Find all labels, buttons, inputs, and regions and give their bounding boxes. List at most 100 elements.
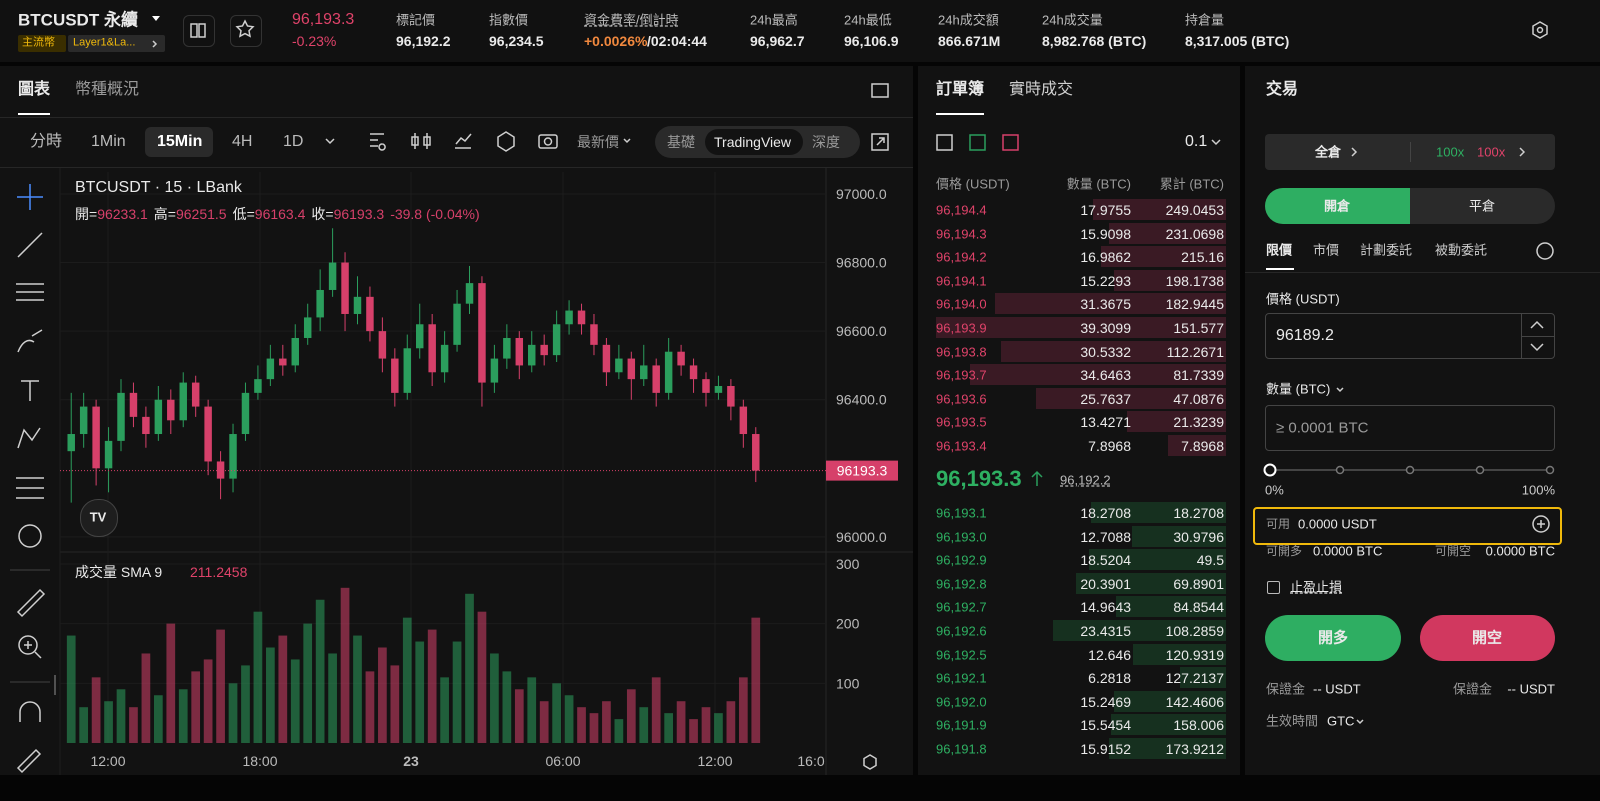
layout-both[interactable] (936, 134, 953, 151)
margin-mode[interactable]: 全倉 (1314, 144, 1342, 160)
indicator-icon[interactable] (370, 133, 386, 151)
price-type[interactable]: 最新價 (577, 134, 619, 150)
book-total: 142.4606 (1165, 693, 1224, 710)
depth-bar (1132, 525, 1226, 547)
book-price: 96,193.5 (936, 414, 987, 430)
tv-logo[interactable] (80, 499, 118, 537)
zoom-tool[interactable] (18, 635, 38, 655)
prediction-tool[interactable] (16, 477, 44, 499)
stat-extra: /02:04:44 (647, 33, 707, 49)
book-icon[interactable] (183, 15, 215, 47)
fib-tool[interactable] (16, 283, 44, 301)
chart-settings[interactable] (863, 754, 877, 770)
tab[interactable]: 訂單簿 (936, 81, 985, 98)
help-icon[interactable] (1536, 242, 1554, 260)
qty-placeholder[interactable]: ≥ 0.0001 BTC (1276, 419, 1369, 437)
interval[interactable]: 4H (232, 133, 253, 150)
layout-asks[interactable] (1002, 134, 1019, 151)
tag[interactable]: Layer1&La... (73, 36, 136, 49)
tpsl[interactable]: 止盈止損 (1290, 579, 1343, 595)
sell-label[interactable]: 開空 (1471, 629, 1503, 647)
book-total: 112.2671 (1166, 343, 1224, 360)
settings-icon[interactable] (497, 131, 515, 152)
depth-bar (994, 293, 1226, 315)
legend-label: 收= (311, 206, 334, 222)
side[interactable]: 平倉 (1468, 198, 1496, 214)
symbol[interactable]: BTCUSDT 永續 (18, 10, 138, 30)
order-type[interactable]: 市價 (1313, 242, 1340, 258)
checkbox[interactable] (1267, 581, 1280, 594)
layout-bids[interactable] (969, 134, 986, 151)
book-total: 198.1738 (1165, 272, 1224, 289)
candle-icon[interactable] (411, 133, 431, 149)
column-header: 累計 (BTC) (1159, 176, 1224, 192)
depth-bar (1035, 387, 1226, 409)
order-type[interactable]: 被動委託 (1435, 242, 1488, 258)
last-price: 96,193.3 (292, 11, 355, 28)
leverage-long[interactable]: 100x (1436, 144, 1465, 160)
view[interactable]: TradingView (714, 134, 792, 150)
qty-label[interactable]: 數量 (BTC) (1266, 381, 1331, 397)
buy-label[interactable]: 開多 (1317, 629, 1349, 647)
line-icon[interactable] (455, 133, 472, 149)
legend-value: 96251.5 (175, 206, 227, 222)
tool-divider (10, 569, 50, 683)
order-type[interactable]: 限價 (1266, 242, 1293, 258)
add-icon[interactable] (1532, 515, 1550, 533)
stat-value: 96,962.7 (750, 33, 805, 49)
sell-button[interactable] (1420, 615, 1555, 661)
tab[interactable]: 圖表 (18, 81, 51, 98)
side[interactable]: 開倉 (1323, 198, 1351, 214)
slider-min: 0% (1265, 482, 1284, 498)
buy-button[interactable] (1265, 615, 1401, 661)
chevrons (325, 138, 1221, 146)
stat-value: 96,106.9 (844, 33, 899, 49)
qty-input[interactable] (1265, 405, 1555, 451)
tif-value[interactable]: GTC (1327, 713, 1355, 729)
pencil-tool[interactable] (16, 748, 42, 774)
star-icon[interactable] (230, 15, 262, 47)
side-selected (1265, 188, 1410, 224)
chevrons (1336, 320, 1544, 725)
interval[interactable]: 1D (283, 133, 304, 150)
depth-bar (1179, 667, 1226, 689)
camera-icon[interactable] (538, 134, 558, 149)
tab[interactable]: 實時成交 (1009, 81, 1074, 98)
fullscreen-icon[interactable] (871, 133, 889, 151)
order-type[interactable]: 計劃委託 (1360, 242, 1413, 258)
ruler-tool[interactable] (16, 588, 46, 618)
interval[interactable]: 1Min (91, 133, 126, 150)
text-tool[interactable] (21, 380, 39, 401)
interval[interactable]: 分時 (30, 133, 63, 150)
view[interactable]: 基礎 (667, 134, 695, 150)
pattern-tool[interactable] (17, 427, 41, 449)
magnet-tool[interactable] (19, 701, 41, 722)
price-value[interactable]: 96189.2 (1276, 327, 1334, 344)
tab[interactable]: 幣種概況 (75, 81, 140, 98)
leverage-short[interactable]: 100x (1477, 144, 1506, 160)
settings-icon[interactable] (1532, 21, 1548, 39)
emoji-tool[interactable] (18, 524, 42, 548)
chevrons (1351, 147, 1526, 157)
trend-tool[interactable] (17, 232, 43, 258)
book-price: 96,193.7 (936, 367, 987, 383)
interval[interactable]: 15Min (157, 133, 203, 150)
stat-label: 24h成交額 (938, 12, 999, 28)
depth-bar (1053, 620, 1226, 641)
price-input[interactable] (1265, 313, 1555, 359)
slider-max: 100% (1521, 482, 1555, 498)
view[interactable]: 深度 (812, 134, 840, 150)
window-icon[interactable] (871, 83, 889, 98)
long-label: 可開多 (1266, 544, 1303, 558)
crosshair-tool[interactable] (17, 184, 43, 210)
slider-dot (1545, 465, 1555, 475)
slider-thumb[interactable] (1263, 463, 1277, 477)
precision[interactable]: 0.1 (1185, 133, 1208, 150)
book-total: 231.0698 (1165, 225, 1224, 242)
depth-bar (1126, 411, 1226, 433)
depth-bar (1108, 738, 1226, 759)
available-label: 可用 (1266, 517, 1291, 531)
legend-change: -39.8 (-0.04%) (390, 206, 480, 222)
brush-tool[interactable] (17, 329, 43, 353)
trade-title: 交易 (1266, 81, 1299, 98)
